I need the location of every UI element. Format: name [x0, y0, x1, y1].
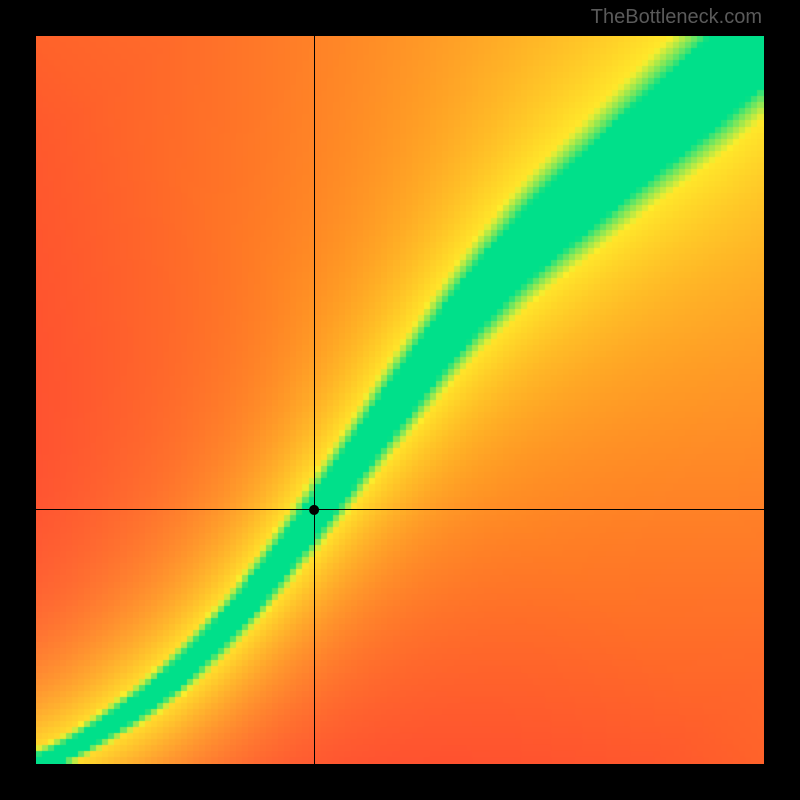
- crosshair-vertical: [314, 36, 315, 764]
- chart-frame: [36, 36, 764, 764]
- attribution-text: TheBottleneck.com: [591, 6, 762, 29]
- bottleneck-heatmap: [36, 36, 764, 764]
- crosshair-horizontal: [36, 509, 764, 510]
